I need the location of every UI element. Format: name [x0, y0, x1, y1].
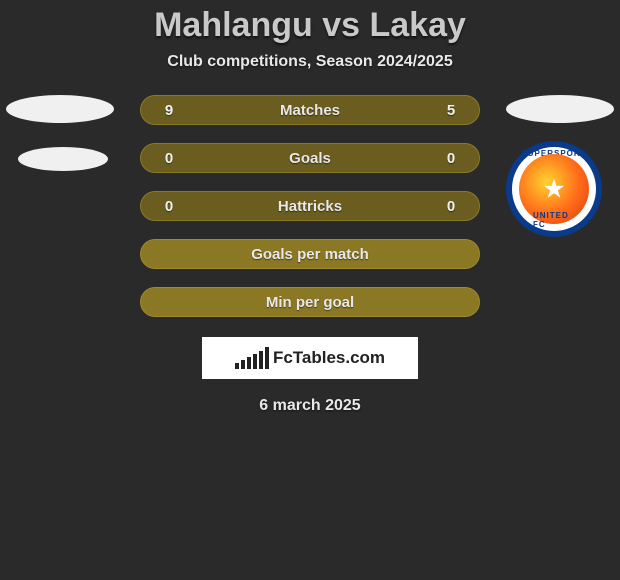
right-team-badges: SUPERSPORT ★ UNITED FC	[506, 95, 614, 237]
stat-value-left: 9	[155, 102, 183, 119]
brand-bar	[247, 357, 251, 369]
stat-label: Min per goal	[266, 294, 354, 311]
stat-label: Goals	[289, 150, 331, 167]
club-logo-supersport: SUPERSPORT ★ UNITED FC	[506, 141, 602, 237]
team-badge-placeholder	[506, 95, 614, 123]
club-logo-text-bottom: UNITED FC	[533, 211, 575, 229]
stats-table: 9 Matches 5 0 Goals 0 0 Hattricks 0 Goals per mat…	[140, 95, 480, 317]
brand-bar	[265, 347, 269, 369]
stat-value-left: 0	[155, 150, 183, 167]
stat-value-right: 5	[437, 102, 465, 119]
left-team-badges	[6, 95, 114, 195]
page-title: Mahlangu vs Lakay	[154, 6, 466, 45]
stat-row: 0 Hattricks 0	[140, 191, 480, 221]
star-icon: ★	[542, 174, 565, 205]
stat-row: 9 Matches 5	[140, 95, 480, 125]
stat-label: Hattricks	[278, 198, 342, 215]
brand-bar	[259, 351, 263, 369]
bars-icon	[235, 347, 269, 369]
stat-row: 0 Goals 0	[140, 143, 480, 173]
team-badge-placeholder	[18, 147, 108, 171]
brand-bar	[253, 354, 257, 369]
stat-row: Goals per match	[140, 239, 480, 269]
brand-bar	[241, 360, 245, 369]
stat-row: Min per goal	[140, 287, 480, 317]
stat-label: Matches	[280, 102, 340, 119]
brand-text: FcTables.com	[273, 348, 385, 368]
report-date: 6 march 2025	[259, 397, 360, 415]
brand-bar	[235, 363, 239, 369]
stat-value-right: 0	[437, 198, 465, 215]
stat-value-right: 0	[437, 150, 465, 167]
stat-label: Goals per match	[251, 246, 369, 263]
team-badge-placeholder	[6, 95, 114, 123]
page-subtitle: Club competitions, Season 2024/2025	[167, 53, 452, 71]
brand-badge: FcTables.com	[202, 337, 418, 379]
stat-value-left: 0	[155, 198, 183, 215]
